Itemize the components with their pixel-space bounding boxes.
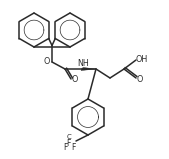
Polygon shape [81, 68, 96, 70]
Text: F: F [71, 144, 75, 152]
Text: OH: OH [136, 55, 148, 63]
Text: C: C [67, 134, 71, 140]
Text: F: F [63, 144, 67, 152]
Text: F: F [66, 138, 70, 148]
Text: O: O [72, 75, 78, 83]
Text: O: O [44, 56, 50, 66]
Text: NH: NH [77, 59, 89, 69]
Text: O: O [137, 75, 143, 83]
